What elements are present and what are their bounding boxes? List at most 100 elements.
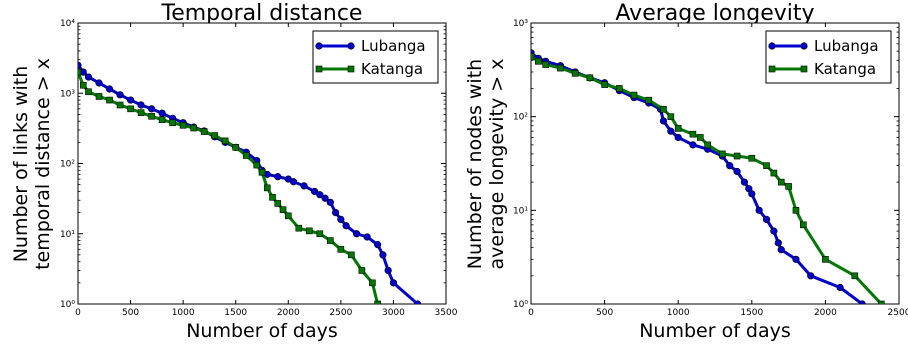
data-point <box>332 209 340 217</box>
x-tick-label: 2500 <box>888 308 908 318</box>
data-point <box>179 121 187 129</box>
y-tick-label: 10⁰ <box>513 300 528 310</box>
legend-box <box>312 30 439 84</box>
data-point <box>851 272 859 280</box>
data-point <box>660 105 667 113</box>
data-point <box>232 144 240 151</box>
x-tick-label: 500 <box>122 308 139 318</box>
data-point <box>269 194 276 201</box>
data-point <box>535 58 542 65</box>
data-point <box>777 246 785 254</box>
data-point <box>384 266 392 275</box>
data-point <box>542 61 550 68</box>
data-point <box>105 85 114 93</box>
data-point <box>667 113 675 120</box>
data-point <box>689 130 697 138</box>
data-point <box>274 200 282 207</box>
data-point <box>616 85 623 92</box>
x-tick-label: 1500 <box>224 308 247 318</box>
data-point <box>822 256 829 263</box>
x-tick-label: 1500 <box>740 308 763 318</box>
data-point <box>557 64 564 72</box>
data-point <box>258 168 266 176</box>
data-point <box>310 187 319 196</box>
data-point <box>158 116 166 124</box>
legend-box <box>765 30 892 84</box>
data-point <box>79 81 87 89</box>
data-point <box>601 81 608 88</box>
data-point <box>586 74 594 82</box>
y-axis-label-line2: average longevity > x <box>486 59 508 270</box>
legend-label: Katanga <box>814 60 876 78</box>
legend-marker <box>800 65 808 73</box>
data-point <box>348 251 355 259</box>
data-point <box>190 124 197 132</box>
data-point <box>126 96 135 104</box>
data-point <box>337 215 345 224</box>
data-point <box>667 127 675 135</box>
data-point <box>733 167 741 176</box>
y-tick-label: 10⁴ <box>60 19 75 29</box>
x-tick-label: 1000 <box>667 308 690 318</box>
data-point <box>696 134 704 141</box>
legend-marker <box>347 65 355 73</box>
data-point <box>704 141 711 149</box>
data-point <box>326 198 334 206</box>
data-point <box>719 150 726 158</box>
data-point <box>353 230 361 238</box>
x-tick-label: 2000 <box>277 308 300 318</box>
data-point <box>342 222 350 230</box>
data-point <box>137 101 145 109</box>
data-point <box>733 152 741 160</box>
y-tick-label: 10³ <box>513 19 528 29</box>
y-tick-label: 10¹ <box>513 206 528 216</box>
data-point <box>792 255 800 263</box>
data-point <box>158 109 166 117</box>
legend-marker <box>768 42 776 50</box>
data-point <box>777 178 785 186</box>
data-point <box>836 283 844 292</box>
y-axis-label: Number of links with temporal distance >… <box>10 58 54 270</box>
x-tick-label: 3500 <box>435 308 458 318</box>
data-point <box>785 183 792 190</box>
data-point <box>169 119 176 127</box>
data-point <box>337 246 345 253</box>
data-point <box>279 206 287 213</box>
data-point <box>774 239 782 247</box>
series-line <box>78 71 380 304</box>
data-point <box>116 91 124 99</box>
y-axis-label-line1: Number of links with <box>10 66 32 263</box>
series-katanga <box>531 53 885 304</box>
x-tick-label: 2500 <box>329 308 352 318</box>
data-point <box>374 300 381 304</box>
data-point <box>674 133 682 142</box>
data-point <box>306 227 313 235</box>
data-point <box>284 212 292 220</box>
chart-average-longevity: Average longevity Number of days Number … <box>464 1 908 342</box>
y-tick-label: 10² <box>513 113 528 123</box>
data-point <box>327 237 334 244</box>
data-point <box>321 194 329 202</box>
legend-marker <box>768 65 776 73</box>
legend-label: Katanga <box>361 60 423 78</box>
y-axis-label-line2: temporal distance > x <box>32 58 54 270</box>
legend-marker <box>800 42 808 50</box>
data-point <box>84 73 93 81</box>
data-point <box>106 96 113 104</box>
data-point <box>878 300 885 304</box>
x-tick-label: 1000 <box>172 308 195 318</box>
x-axis-label: Number of days <box>639 320 791 342</box>
data-point <box>316 230 324 238</box>
data-point <box>358 267 366 274</box>
data-point <box>571 70 579 77</box>
data-point <box>763 162 770 169</box>
legend: Lubanga Katanga <box>312 30 439 84</box>
data-point <box>740 178 749 186</box>
x-axis-label: Number of days <box>186 320 338 342</box>
legend-marker <box>315 65 323 73</box>
data-point <box>374 241 382 249</box>
data-point <box>116 101 124 109</box>
data-point <box>379 251 387 259</box>
data-point <box>531 53 535 60</box>
